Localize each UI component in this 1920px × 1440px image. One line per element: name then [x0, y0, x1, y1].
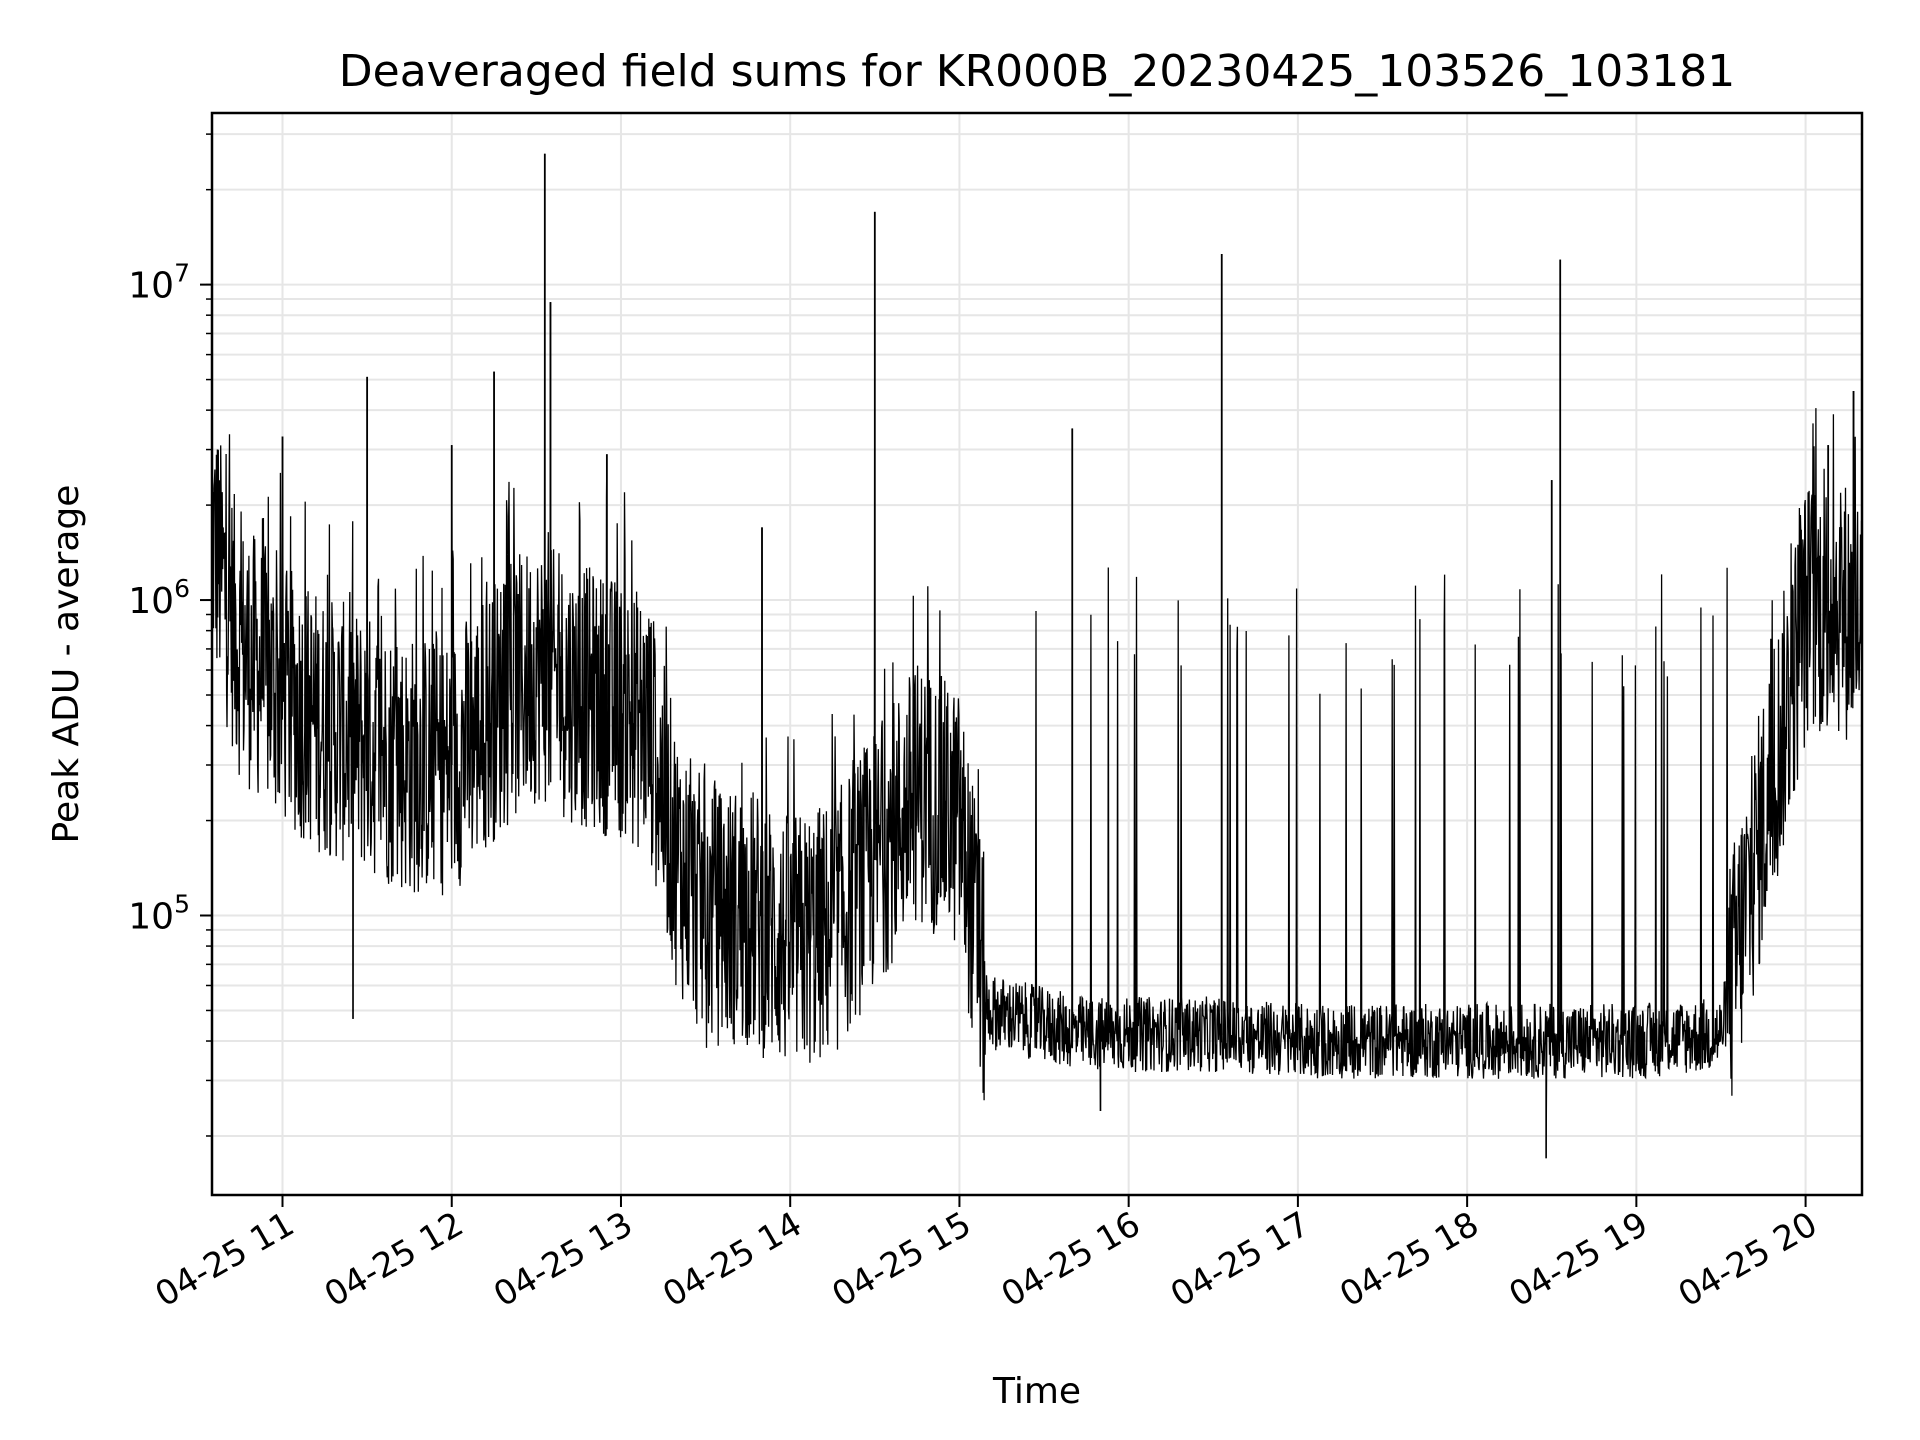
y-tick-label: 106 — [128, 574, 190, 622]
y-tick-label: 105 — [128, 890, 190, 938]
x-axis-label: Time — [992, 1371, 1081, 1412]
plot-frame — [210, 111, 1864, 1197]
y-tick-label: 107 — [128, 259, 190, 307]
chart-title: Deaveraged field sums for KR000B_2023042… — [339, 46, 1735, 97]
series-layer — [211, 153, 1863, 1159]
y-axis-label: Peak ADU - average — [46, 485, 87, 844]
y-axis: 105 106 107 — [128, 133, 212, 1137]
series-line — [211, 153, 1863, 1159]
